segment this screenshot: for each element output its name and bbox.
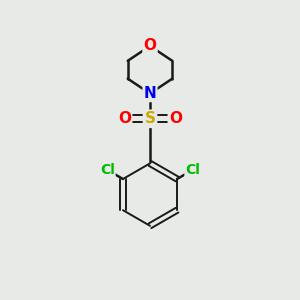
Text: O: O	[169, 111, 182, 126]
Text: O: O	[118, 111, 131, 126]
Text: S: S	[145, 111, 155, 126]
Text: O: O	[143, 38, 157, 53]
Text: N: N	[144, 86, 156, 101]
Text: Cl: Cl	[100, 163, 115, 177]
Text: Cl: Cl	[185, 163, 200, 177]
